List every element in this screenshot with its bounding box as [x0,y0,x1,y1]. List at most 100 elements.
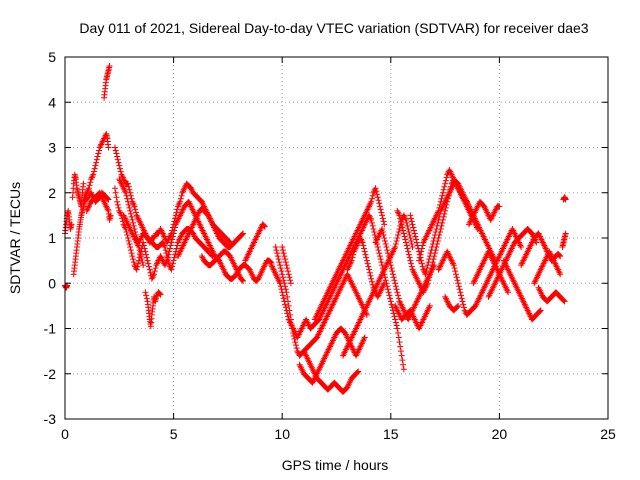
data-point [80,180,87,187]
data-point [418,245,425,252]
series-arc-38 [531,248,564,287]
data-point [261,223,268,230]
data-point [376,203,383,210]
data-point [407,212,414,219]
data-point [455,283,462,290]
data-point [399,357,406,364]
data-point [443,174,450,181]
data-point [395,228,402,235]
data-point [403,242,410,249]
data-point [127,244,134,251]
data-point [426,253,433,260]
data-point [151,271,158,278]
data-point [437,201,444,208]
data-point [126,186,133,193]
data-point [162,247,169,254]
x-tick-label: 10 [274,426,290,442]
series-arc-7 [85,189,112,205]
data-point [104,195,111,202]
data-point [423,268,430,275]
data-point [91,165,98,172]
data-point [406,231,413,238]
data-point [400,230,407,237]
x-tick-label: 15 [383,426,399,442]
data-point [397,348,404,355]
data-point [68,221,75,228]
data-point [375,247,382,254]
y-tick-label: 0 [48,275,56,291]
data-point [111,144,118,151]
data-point [350,251,357,258]
data-point [450,262,457,269]
data-point [457,289,464,296]
data-point [557,271,564,278]
data-point [281,280,288,287]
data-point [376,200,383,207]
data-point [363,254,370,261]
data-point [453,274,460,281]
data-point [284,293,291,300]
y-tick-label: -1 [44,321,57,337]
data-point [107,212,114,219]
data-point [382,277,389,284]
data-point [409,221,416,228]
data-point [170,257,177,264]
data-point [366,266,373,273]
data-point [439,189,446,196]
data-point [379,212,386,219]
data-point [393,238,400,245]
data-point [144,257,151,264]
data-point [277,265,284,272]
data-point [439,192,446,199]
data-point [403,216,410,223]
data-point [291,336,298,343]
data-point [90,168,97,175]
data-point [280,295,287,302]
data-point [129,216,136,223]
data-point [366,269,373,276]
data-point [354,369,361,376]
data-point [286,307,293,314]
data-point [130,259,137,266]
series-arc-36 [500,257,544,323]
data-point [425,277,432,284]
series-arc-13 [142,289,164,330]
data-point [383,244,390,251]
data-point [385,289,392,296]
data-point [289,325,296,332]
data-point [392,244,399,251]
data-point [95,150,102,157]
data-point [279,247,286,254]
data-point [283,262,290,269]
data-point [164,253,171,260]
data-point [288,320,295,327]
data-point [141,245,148,252]
data-point [418,260,425,267]
data-point [140,242,147,249]
data-point [239,231,246,238]
y-axis-label: SDTVAR / TECUs [7,182,23,294]
data-point [433,225,440,232]
data-point [156,290,163,297]
data-point [123,228,130,235]
data-point [130,256,137,263]
series-arc-3 [69,171,87,210]
data-point [169,233,176,240]
data-marks [62,63,569,395]
data-point [431,231,438,238]
data-point [442,177,449,184]
data-point [389,271,396,278]
data-point [537,307,544,314]
axis-ticks: 0 5 10 15 20 25 -3 -2 -1 0 1 2 3 4 5 [44,49,616,442]
data-point [143,295,150,302]
data-point [410,227,417,234]
data-point [147,269,154,276]
data-point [397,343,404,350]
data-point [114,156,121,163]
data-point [124,198,131,205]
data-point [111,185,118,192]
data-point [505,289,512,296]
y-tick-label: -3 [44,411,57,427]
data-point [394,235,401,241]
